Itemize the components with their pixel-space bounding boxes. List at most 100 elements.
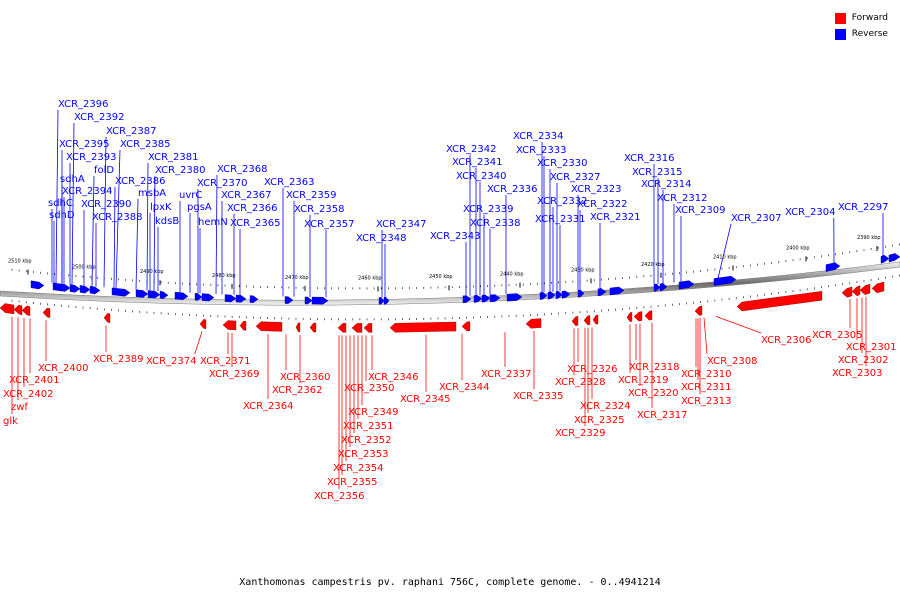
forward-gene-arrow bbox=[571, 316, 579, 326]
reverse-gene-label: kdsB bbox=[155, 216, 179, 227]
reverse-gene-label: XCR_2343 bbox=[430, 231, 481, 242]
tick-label: 2480 kbp bbox=[212, 273, 236, 279]
tick-label: 2390 kbp bbox=[857, 235, 881, 241]
reverse-gene-arrow bbox=[174, 291, 189, 301]
forward-gene-arrow bbox=[841, 286, 853, 298]
forward-label-leader bbox=[715, 315, 762, 334]
reverse-gene-arrow bbox=[89, 285, 101, 295]
reverse-gene-label: XCR_2333 bbox=[516, 145, 567, 156]
forward-gene-label: XCR_2362 bbox=[272, 385, 323, 396]
reverse-gene-label: folD bbox=[94, 165, 114, 176]
forward-gene-label: glk bbox=[3, 416, 18, 427]
reverse-label-leader bbox=[215, 174, 218, 295]
tick-label: 2510 kbp bbox=[8, 258, 32, 264]
reverse-gene-arrow bbox=[609, 286, 625, 296]
forward-gene-label: zwf bbox=[11, 402, 28, 413]
forward-gene-label: XCR_2401 bbox=[9, 375, 60, 386]
strand-legend: Forward Reverse bbox=[834, 10, 888, 42]
reverse-gene-label: XCR_2304 bbox=[785, 207, 836, 218]
reverse-gene-label: XCR_2341 bbox=[452, 157, 503, 168]
reverse-label-leader bbox=[113, 186, 116, 289]
reverse-label-leader bbox=[91, 175, 95, 287]
forward-gene-label: XCR_2364 bbox=[243, 401, 294, 412]
forward-gene-label: XCR_2302 bbox=[838, 355, 889, 366]
reverse-gene-arrow bbox=[194, 292, 203, 301]
reverse-gene-label: XCR_2342 bbox=[446, 144, 497, 155]
forward-label-leader bbox=[194, 331, 203, 355]
forward-gene-label: XCR_2356 bbox=[314, 491, 365, 502]
forward-gene-label: XCR_2344 bbox=[439, 382, 490, 393]
forward-gene-label: XCR_2350 bbox=[344, 383, 395, 394]
forward-features bbox=[0, 281, 885, 333]
reverse-gene-label: XCR_2358 bbox=[294, 204, 345, 215]
forward-gene-arrow bbox=[389, 321, 457, 333]
reverse-swatch bbox=[834, 28, 846, 40]
reverse-gene-arrow bbox=[888, 253, 900, 263]
forward-gene-label: XCR_2354 bbox=[333, 463, 384, 474]
reverse-label-leader bbox=[71, 122, 75, 285]
forward-gene-arrow bbox=[103, 313, 111, 324]
reverse-label-leader bbox=[103, 136, 107, 288]
forward-gene-label: XCR_2369 bbox=[209, 369, 260, 380]
reverse-gene-arrow bbox=[159, 290, 169, 299]
legend-forward: Forward bbox=[834, 10, 888, 26]
forward-gene-label: XCR_2317 bbox=[637, 410, 688, 421]
reverse-gene-label: sdhD bbox=[49, 210, 75, 221]
reverse-gene-arrow bbox=[30, 280, 45, 290]
forward-gene-arrow bbox=[295, 322, 301, 333]
reverse-gene-arrow bbox=[52, 282, 71, 292]
forward-gene-label: XCR_2374 bbox=[146, 356, 197, 367]
reverse-gene-label: XCR_2370 bbox=[197, 178, 248, 189]
reverse-gene-arrow bbox=[555, 291, 563, 299]
reverse-gene-label: XCR_2357 bbox=[304, 219, 355, 230]
forward-gene-label: XCR_2301 bbox=[846, 342, 897, 353]
forward-gene-arrow bbox=[859, 283, 871, 295]
reverse-gene-label: XCR_2367 bbox=[221, 190, 272, 201]
reverse-gene-label: lpxK bbox=[150, 202, 172, 213]
forward-gene-arrow bbox=[21, 305, 31, 316]
legend-reverse: Reverse bbox=[834, 26, 888, 42]
forward-gene-label: XCR_2320 bbox=[628, 388, 679, 399]
reverse-label-leader bbox=[146, 162, 149, 291]
reverse-gene-label: XCR_2394 bbox=[62, 186, 113, 197]
reverse-gene-label: XCR_2297 bbox=[838, 202, 889, 213]
forward-gene-arrow bbox=[351, 323, 363, 333]
reverse-gene-arrow bbox=[713, 275, 737, 286]
reverse-gene-arrow bbox=[383, 297, 390, 305]
forward-gene-label: XCR_2306 bbox=[761, 335, 812, 346]
tick-label: 2440 kbp bbox=[500, 272, 524, 278]
forward-gene-label: XCR_2325 bbox=[574, 415, 625, 426]
reverse-gene-arrow bbox=[378, 297, 385, 305]
reverse-gene-label: XCR_2366 bbox=[227, 203, 278, 214]
forward-gene-arrow bbox=[363, 323, 373, 333]
reverse-gene-label: XCR_2332 bbox=[537, 196, 588, 207]
reverse-gene-arrow bbox=[481, 294, 491, 303]
reverse-gene-labels: XCR_2396 XCR_2392 XCR_2387 XCR_2395 XCR_2385… bbox=[48, 99, 889, 298]
forward-gene-arrow bbox=[583, 315, 591, 326]
reverse-features bbox=[30, 253, 900, 305]
reverse-gene-label: XCR_2331 bbox=[535, 214, 586, 225]
forward-gene-label: XCR_2319 bbox=[618, 375, 669, 386]
forward-gene-label: XCR_2345 bbox=[400, 394, 451, 405]
reverse-gene-arrow bbox=[111, 287, 131, 297]
forward-swatch bbox=[834, 12, 846, 24]
reverse-gene-arrow bbox=[79, 285, 91, 294]
forward-gene-label: XCR_2337 bbox=[481, 369, 532, 380]
reverse-gene-label: XCR_2316 bbox=[624, 153, 675, 164]
forward-gene-label: XCR_2349 bbox=[348, 407, 399, 418]
reverse-gene-arrow bbox=[235, 294, 247, 303]
reverse-gene-label: XCR_2390 bbox=[81, 199, 132, 210]
forward-gene-label: XCR_2308 bbox=[707, 356, 758, 367]
tick-label: 2450 kbp bbox=[429, 274, 453, 280]
reverse-gene-arrow bbox=[304, 296, 313, 305]
forward-gene-arrow bbox=[694, 305, 703, 316]
forward-gene-label: XCR_2303 bbox=[832, 368, 883, 379]
reverse-gene-arrow bbox=[880, 254, 890, 264]
forward-gene-label: XCR_2329 bbox=[555, 428, 606, 439]
forward-gene-label: XCR_2352 bbox=[341, 435, 392, 446]
forward-gene-arrow bbox=[337, 323, 347, 333]
reverse-gene-label: uvrC bbox=[179, 190, 202, 201]
forward-gene-label: XCR_2313 bbox=[681, 396, 732, 407]
